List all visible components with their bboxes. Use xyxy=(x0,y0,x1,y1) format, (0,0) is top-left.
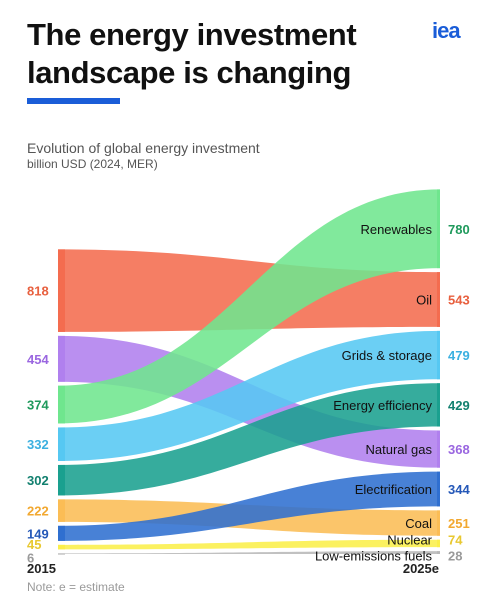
cap-2015-grids-and-storage xyxy=(58,427,65,461)
chart-subtitle: Evolution of global energy investment xyxy=(27,140,260,156)
series-label-natural-gas: Natural gas xyxy=(366,442,433,457)
band-energy-efficiency xyxy=(58,383,440,496)
cap-2025-renewables xyxy=(437,189,440,269)
value-2025-renewables: 780 xyxy=(448,222,470,237)
value-2015-low-emissions-fuels: 6 xyxy=(27,551,34,566)
value-2015-coal: 222 xyxy=(27,504,49,519)
value-2015-grids-and-storage: 332 xyxy=(27,437,49,452)
series-label-nuclear: Nuclear xyxy=(387,532,432,547)
x-label-2015: 2015 xyxy=(27,561,56,576)
series-label-renewables: Renewables xyxy=(360,222,432,237)
band-grids-and-storage xyxy=(58,330,440,461)
cap-2015-oil xyxy=(58,249,65,332)
chart-unit: billion USD (2024, MER) xyxy=(27,157,158,171)
iea-logo: iea xyxy=(432,18,461,43)
value-2025-grids-and-storage: 479 xyxy=(448,348,470,363)
value-2025-electrification: 344 xyxy=(448,482,470,497)
value-2015-energy-efficiency: 302 xyxy=(27,473,49,488)
chart-title-line-1: The energy investment xyxy=(27,17,357,52)
chart-note: Note: e = estimate xyxy=(27,580,125,594)
cap-2025-electrification xyxy=(437,471,440,507)
cap-2025-natural-gas xyxy=(437,430,440,468)
series-label-low-emissions-fuels: Low-emissions fuels xyxy=(315,549,433,564)
accent-bar xyxy=(27,98,120,104)
cap-2015-nuclear xyxy=(58,544,65,550)
chart-title-line-2: landscape is changing xyxy=(27,55,352,90)
cap-2015-coal xyxy=(58,499,65,522)
value-2025-coal: 251 xyxy=(448,516,470,531)
value-2015-renewables: 374 xyxy=(27,398,49,413)
series-label-grids-and-storage: Grids & storage xyxy=(342,348,432,363)
cap-2025-oil xyxy=(437,272,440,327)
cap-2015-renewables xyxy=(58,385,65,424)
cap-2015-natural-gas xyxy=(58,335,65,382)
x-label-2025e: 2025e xyxy=(403,561,439,576)
cap-2025-grids-and-storage xyxy=(437,330,440,380)
series-label-energy-efficiency: Energy efficiency xyxy=(333,398,432,413)
value-2025-nuclear: 74 xyxy=(448,532,463,547)
cap-2015-electrification xyxy=(58,525,65,541)
cap-2025-low-emissions-fuels xyxy=(437,551,440,554)
value-2025-low-emissions-fuels: 28 xyxy=(448,549,462,564)
labels: 374 818 332 302 454 149 222 456 780 Renewables 543… xyxy=(27,222,470,576)
value-2015-electrification: 149 xyxy=(27,526,49,541)
band-low-emissions-fuels xyxy=(58,551,440,554)
cap-2015-low-emissions-fuels xyxy=(58,553,65,555)
bands xyxy=(58,189,440,555)
value-2015-oil: 818 xyxy=(27,284,49,299)
series-label-oil: Oil xyxy=(416,293,432,308)
cap-2025-energy-efficiency xyxy=(437,383,440,427)
cap-2015-energy-efficiency xyxy=(58,464,65,496)
series-label-electrification: Electrification xyxy=(355,482,432,497)
value-2025-energy-efficiency: 429 xyxy=(448,398,470,413)
value-2025-oil: 543 xyxy=(448,293,470,308)
series-label-coal: Coal xyxy=(405,516,432,531)
value-2015-natural-gas: 454 xyxy=(27,352,49,367)
cap-2025-nuclear xyxy=(437,539,440,548)
chart-title: The energy investment landscape is chang… xyxy=(27,16,407,92)
band-nuclear xyxy=(58,539,440,550)
cap-2025-coal xyxy=(437,510,440,536)
band-renewables xyxy=(58,189,440,424)
band-electrification xyxy=(58,471,440,541)
value-2015-nuclear: 45 xyxy=(27,537,41,552)
value-2025-natural-gas: 368 xyxy=(448,442,470,457)
